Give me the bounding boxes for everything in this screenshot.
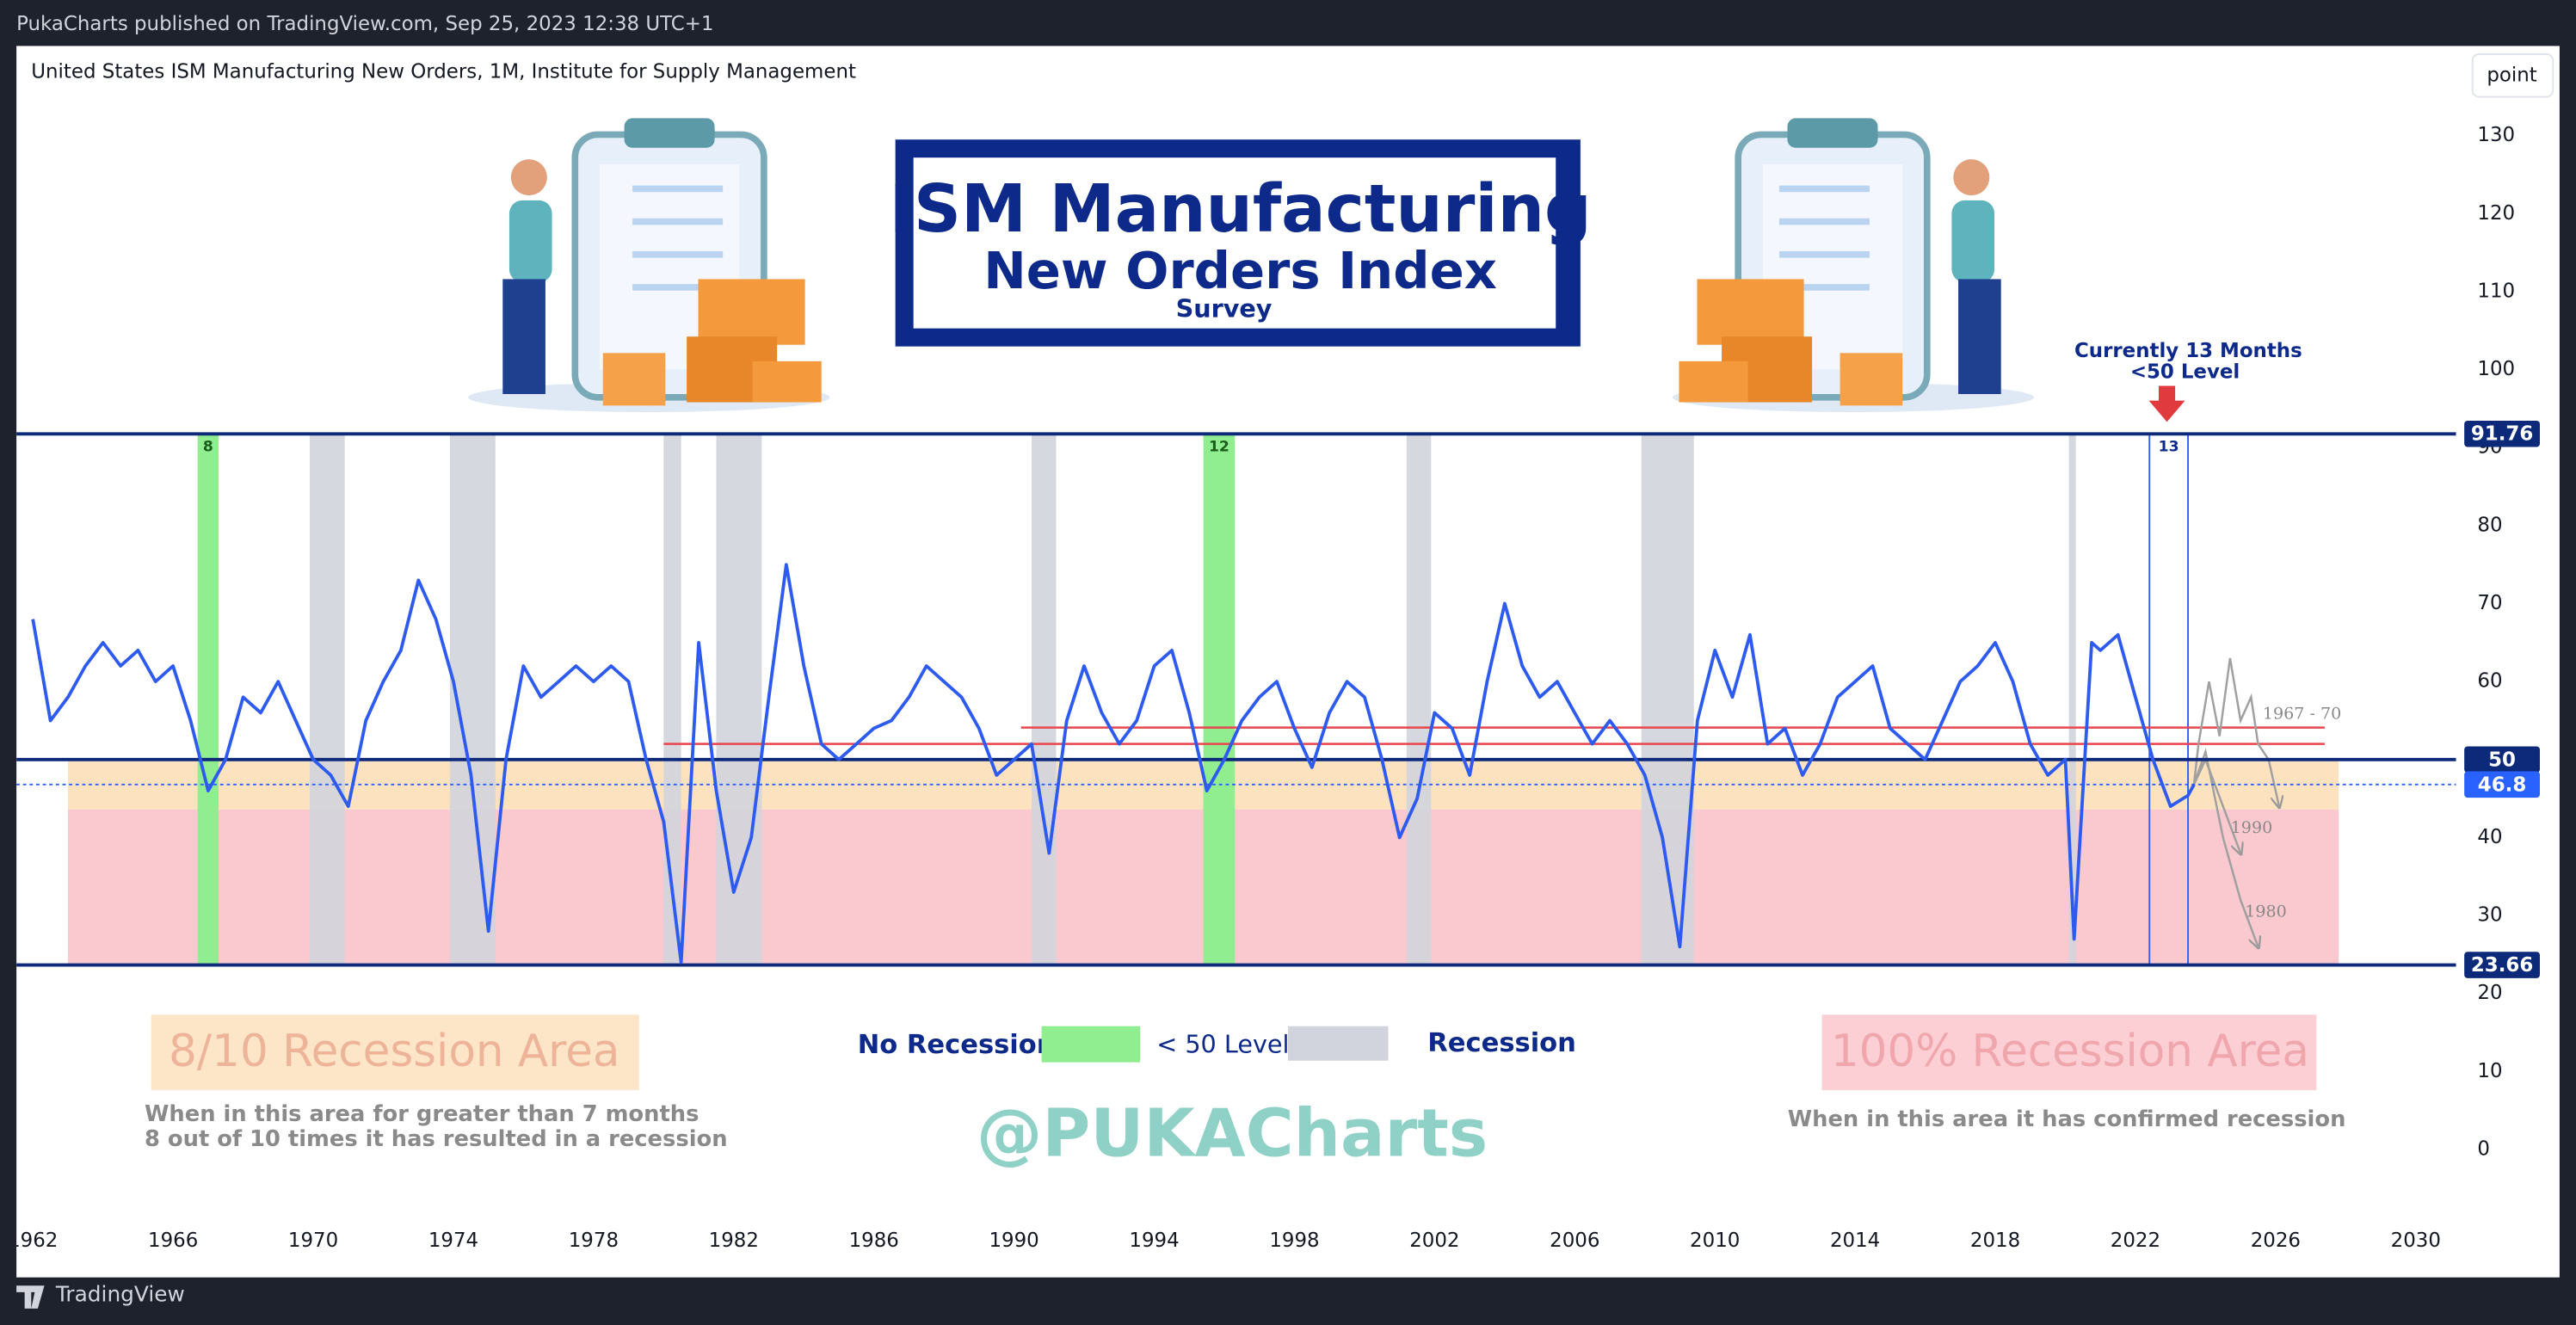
publish-info: PukaCharts published on TradingView.com,… <box>16 13 713 35</box>
band-count: 12 <box>1209 439 1229 456</box>
x-tick-label: 2002 <box>1409 1229 1459 1252</box>
x-tick-label: 2030 <box>2391 1229 2441 1252</box>
price-label-box <box>2464 952 2540 978</box>
x-tick-label: 2018 <box>1970 1229 2020 1252</box>
y-tick-label: 80 <box>2477 514 2502 536</box>
x-tick-label: 2010 <box>1690 1229 1740 1252</box>
x-tick-label: 1998 <box>1269 1229 1319 1252</box>
right-panel-text: When in this area it has confirmed reces… <box>1788 1106 2346 1132</box>
y-tick-label: 120 <box>2477 202 2515 225</box>
banner-title: ISM Manufacturing <box>890 171 1592 248</box>
x-tick-label: 1966 <box>148 1229 198 1252</box>
x-tick-label: 1994 <box>1129 1229 1179 1252</box>
x-tick-label: 2022 <box>2111 1229 2160 1252</box>
projection-label: 1980 <box>2245 902 2287 921</box>
y-tick-label: 10 <box>2477 1060 2502 1082</box>
recession-band <box>663 434 681 965</box>
illustration-left <box>468 118 830 412</box>
banner-note: Survey <box>1176 294 1273 324</box>
brand: TradingView <box>55 1282 185 1307</box>
y-tick-label: 0 <box>2477 1138 2490 1161</box>
x-tick-label: 1986 <box>849 1229 899 1252</box>
x-axis: 1962 1966 1970 1974 1978 1982 1986 1990 1994 1998… <box>8 1229 2441 1252</box>
projection-label: 1967 - 70 <box>2263 704 2341 723</box>
band-count: 8 <box>203 439 213 456</box>
projection <box>2192 748 2259 947</box>
legend-label: No Recession <box>858 1030 1056 1060</box>
highlight-band <box>1203 434 1236 965</box>
price-label: 91.76 <box>2471 423 2533 446</box>
x-tick-label: 1978 <box>569 1229 619 1252</box>
y-tick-label: 110 <box>2477 280 2515 302</box>
left-panel-title: 8/10 Recession Area <box>169 1026 619 1077</box>
y-tick-label: 40 <box>2477 826 2502 848</box>
projection <box>2192 657 2279 806</box>
right-panel-title: 100% Recession Area <box>1831 1026 2309 1077</box>
right-panel <box>1821 1014 2317 1091</box>
price-label: 46.8 <box>2478 773 2527 796</box>
brand-logo <box>16 1285 45 1309</box>
legend-swatch <box>1041 1026 1141 1063</box>
scale-button-label[interactable]: point <box>2487 64 2536 86</box>
recession-band <box>716 434 762 965</box>
callout-line: Currently 13 Months <box>2074 340 2302 362</box>
scale-button[interactable] <box>2471 53 2554 98</box>
legend-swatch <box>1288 1026 1389 1061</box>
callout-arrow <box>2148 385 2185 422</box>
callout-line: <50 Level <box>2130 361 2240 384</box>
y-tick-label: 30 <box>2477 904 2502 927</box>
symbol-title: United States ISM Manufacturing New Orde… <box>31 60 856 83</box>
x-tick-label: 2006 <box>1550 1229 1599 1252</box>
left-panel <box>151 1014 639 1091</box>
price-label-box <box>2464 746 2540 773</box>
price-label-box <box>2464 421 2540 447</box>
plot: 8 12 13 1967 - 70 1990 1980 <box>16 432 2456 967</box>
x-tick-label: 2026 <box>2251 1229 2301 1252</box>
x-tick-label: 1990 <box>989 1229 1038 1252</box>
x-tick-label: 1974 <box>428 1229 478 1252</box>
banner-inner <box>913 157 1556 329</box>
x-tick-label: 1982 <box>709 1229 759 1252</box>
legend-label: < 50 Level <box>1156 1030 1289 1059</box>
left-panel-text: When in this area for greater than 7 mon… <box>145 1101 699 1127</box>
y-tick-label: 70 <box>2477 592 2502 614</box>
projection-label: 1990 <box>2231 818 2273 837</box>
price-label: 23.66 <box>2471 954 2533 977</box>
y-tick-label: 20 <box>2477 982 2502 1004</box>
watermark: @PUKACharts <box>977 1095 1488 1172</box>
band-count: 13 <box>2159 439 2179 456</box>
x-tick-label: 2014 <box>1830 1229 1880 1252</box>
recession-band <box>1031 434 1057 965</box>
banner-subtitle: New Orders Index <box>983 241 1497 300</box>
recession-band <box>1406 434 1432 965</box>
series-line <box>31 563 2196 964</box>
x-tick-label: 1970 <box>288 1229 338 1252</box>
price-label-box <box>2464 771 2540 798</box>
highlight-band <box>197 434 219 965</box>
price-label: 50 <box>2488 749 2516 771</box>
recession-band <box>2068 434 2076 965</box>
recession-band <box>309 434 345 965</box>
x-tick-label: 1962 <box>8 1229 58 1252</box>
y-tick-label: 100 <box>2477 358 2515 380</box>
axes: 0102030405060708090100110120130196219661… <box>8 124 2540 1252</box>
projection <box>2192 756 2240 854</box>
left-panel-text: 8 out of 10 times it has resulted in a r… <box>145 1126 728 1152</box>
y-tick-label: 60 <box>2477 670 2502 693</box>
illustration-right <box>1672 118 2034 412</box>
legend-label: Recession <box>1427 1028 1576 1058</box>
y-tick-label: 130 <box>2477 124 2515 146</box>
